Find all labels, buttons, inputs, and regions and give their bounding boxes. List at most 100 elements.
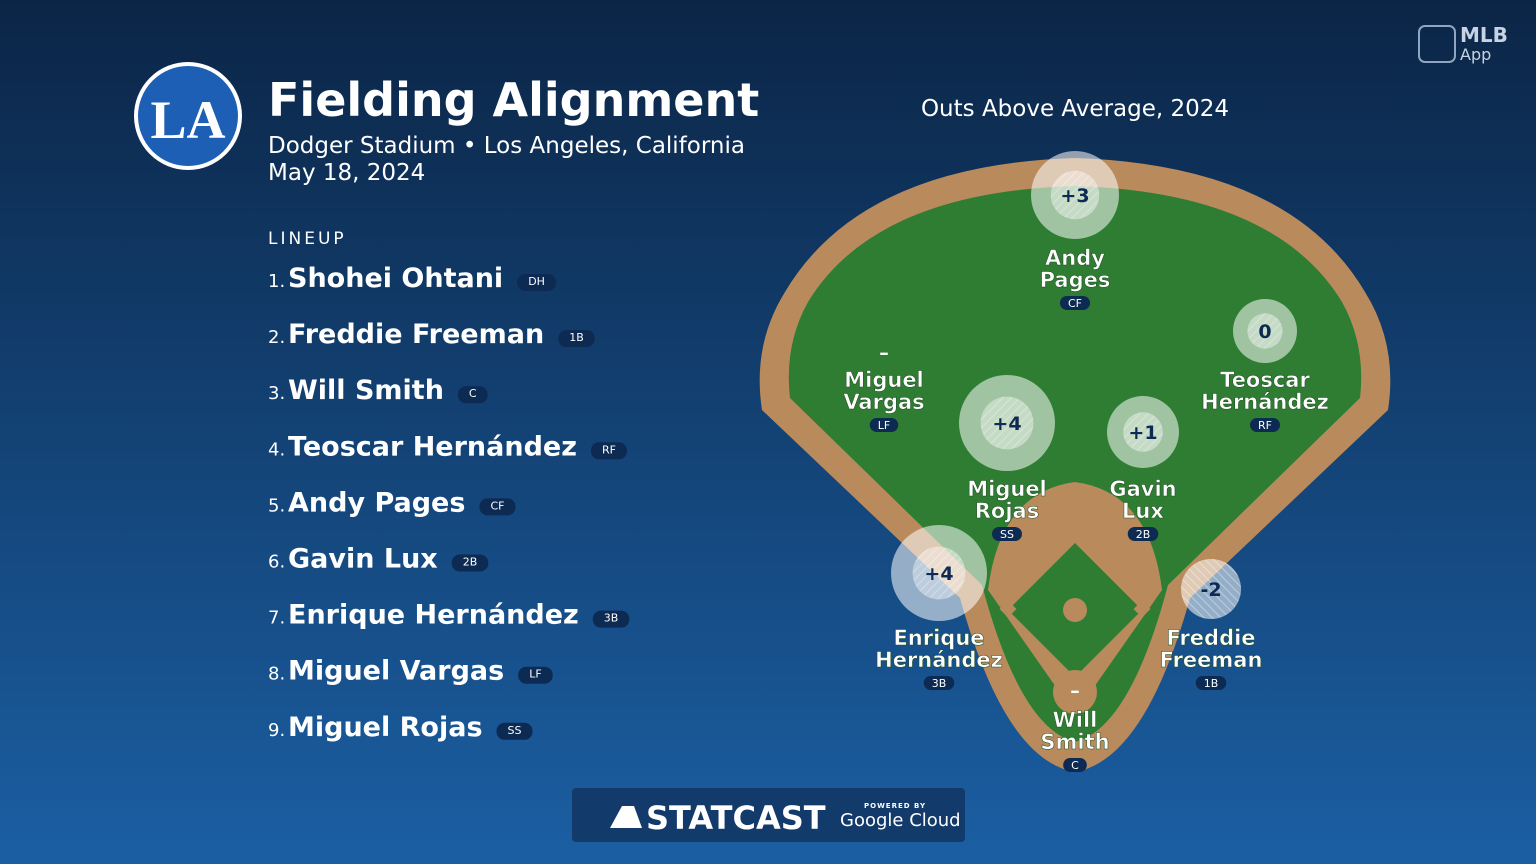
position-badge: [479, 498, 516, 516]
fielder-name: Pages: [1040, 268, 1111, 292]
position-badge-text: CF: [1068, 297, 1082, 310]
lineup-name: Gavin Lux: [288, 544, 438, 575]
position-badge-text: 1B: [569, 331, 584, 344]
oaa-label: –: [879, 342, 889, 364]
venue: Dodger Stadium • Los Angeles, California: [268, 133, 745, 159]
home-plate-area: [1053, 670, 1097, 714]
position-badge-text: LF: [529, 668, 541, 681]
fielder-name: Hernández: [1201, 390, 1329, 414]
position-badge-text: RF: [1258, 419, 1272, 432]
team-logo: [134, 62, 242, 170]
team-logo-text: LA: [150, 90, 225, 150]
position-badge-text: C: [1071, 759, 1079, 772]
position-badge: [496, 722, 533, 740]
position-badge: [1063, 758, 1087, 772]
position-badge-text: 2B: [1136, 528, 1151, 541]
fielder-name: Freddie: [1166, 626, 1255, 650]
lineup-label: LINEUP: [268, 229, 347, 249]
lineup-order: 1.: [268, 271, 285, 292]
footer-powered: POWERED BY: [864, 802, 926, 810]
position-badge: [457, 386, 488, 404]
lineup-name: Teoscar Hernández: [288, 431, 577, 462]
position-badge: [558, 330, 595, 348]
fielder-name: Will: [1053, 708, 1098, 732]
position-badge: [992, 527, 1022, 541]
footer-box: [572, 788, 965, 842]
title: Fielding Alignment: [268, 73, 759, 127]
mound: [1063, 598, 1087, 622]
position-badge-text: C: [469, 387, 477, 400]
app-icon: [1418, 25, 1456, 63]
oaa-label: +4: [992, 413, 1021, 435]
lineup-name: Miguel Rojas: [288, 712, 483, 743]
position-badge-text: CF: [490, 499, 504, 512]
position-badge-text: DH: [528, 275, 545, 288]
footer-partner: Google Cloud: [840, 810, 961, 831]
base: [999, 600, 1017, 618]
position-badge: [518, 666, 553, 684]
position-badge-text: 1B: [1204, 677, 1219, 690]
fielder-name: Andy: [1045, 246, 1105, 270]
position-badge-text: SS: [1000, 528, 1014, 541]
oaa-hatch: [1247, 313, 1283, 349]
fielder-name: Teoscar: [1220, 368, 1310, 392]
lineup-order: 2.: [268, 327, 285, 348]
position-badge-text: LF: [878, 419, 890, 432]
position-badge-text: RF: [602, 443, 616, 456]
fielder-name: Hernández: [875, 648, 1003, 672]
oaa-hatch: [980, 396, 1034, 450]
lineup-name: Miguel Vargas: [288, 656, 504, 687]
lineup-name: Freddie Freeman: [288, 319, 544, 350]
lineup-order: 5.: [268, 495, 285, 516]
position-badge-text: 3B: [932, 677, 947, 690]
oaa-label: –: [1070, 680, 1080, 702]
fielder-name: Smith: [1040, 730, 1109, 754]
field-title: Outs Above Average, 2024: [921, 96, 1229, 122]
app-mlb: MLB: [1460, 23, 1508, 47]
position-badge-text: 3B: [604, 612, 619, 625]
position-badge: [592, 610, 630, 628]
position-badge: [923, 676, 955, 690]
oaa-label: -2: [1200, 579, 1221, 601]
fielder-name: Vargas: [843, 390, 924, 414]
lineup: 1. Shohei Ohtani DH 2. Freddie Freeman 1B 3. Wi…: [268, 263, 630, 743]
position-badge: [590, 442, 627, 460]
oaa-label: +3: [1060, 185, 1089, 207]
lineup-name: Enrique Hernández: [288, 600, 579, 631]
oaa-hatch: [912, 546, 966, 600]
lineup-order: 4.: [268, 439, 285, 460]
lineup-name: Will Smith: [288, 375, 444, 406]
lineup-order: 8.: [268, 664, 285, 685]
oaa-label: 0: [1258, 321, 1271, 343]
lineup-name: Shohei Ohtani: [288, 263, 503, 294]
position-badge: [1195, 676, 1227, 690]
fielder-name: Freeman: [1160, 648, 1263, 672]
oaa-label: +1: [1128, 422, 1157, 444]
app-label: App: [1460, 45, 1491, 64]
fielder-name: Gavin: [1109, 477, 1176, 501]
oaa-hatch: [1123, 412, 1163, 452]
footer-brand: STATCAST: [646, 799, 826, 837]
position-badge: [1127, 527, 1159, 541]
fielder-name: Enrique: [893, 626, 984, 650]
position-badge-text: 2B: [463, 556, 478, 569]
footer-icon: [610, 806, 642, 828]
position-badge: [451, 554, 489, 572]
base: [1133, 600, 1151, 618]
lineup-order: 3.: [268, 383, 285, 404]
fielders: +3AndyPagesCF0TeoscarHernándezRF–MiguelV…: [843, 151, 1329, 772]
lineup-order: 9.: [268, 720, 285, 741]
lineup-order: 6.: [268, 552, 285, 573]
oaa-hatch: [1181, 559, 1241, 619]
position-badge: [1250, 418, 1280, 432]
position-badge: [517, 274, 556, 291]
oaa-hatch: [1050, 170, 1100, 220]
position-badge: [869, 418, 899, 432]
outfield-grass: [788, 186, 1362, 742]
field: [759, 158, 1391, 772]
lineup-name: Andy Pages: [288, 487, 465, 518]
lineup-order: 7.: [268, 608, 285, 629]
fielder-name: Rojas: [975, 499, 1039, 523]
